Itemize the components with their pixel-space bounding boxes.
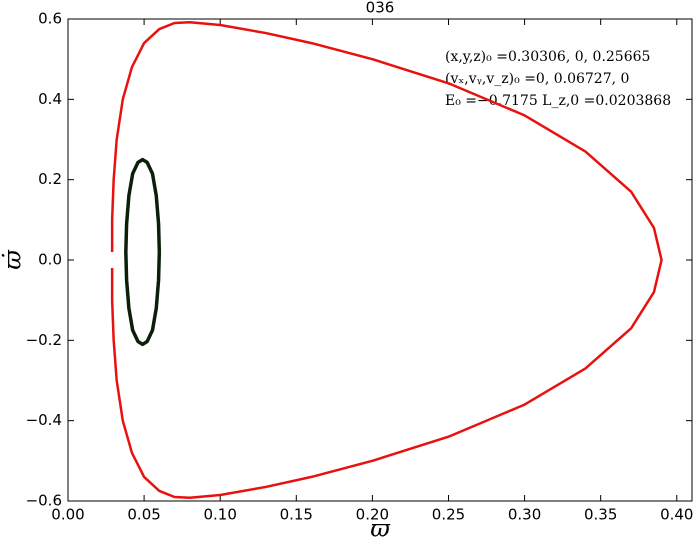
series-line (124, 157, 162, 347)
annotation: (x,y,z)₀ =0.30306, 0, 0.25665 (445, 49, 650, 65)
series-line (110, 20, 663, 500)
x-axis-label: ϖ (370, 515, 391, 539)
chart-title: 036 (366, 0, 395, 17)
y-axis-label: ϖ̇ (0, 249, 27, 270)
x-tick-label: 0.15 (280, 506, 313, 524)
y-tick-label: 0.2 (38, 170, 62, 188)
x-tick-label: 0.05 (127, 506, 160, 524)
x-tick-label: 0.10 (203, 506, 236, 524)
y-tick-label: −0.6 (26, 492, 62, 510)
y-tick-label: 0.0 (38, 251, 62, 269)
x-tick-label: 0.35 (584, 506, 617, 524)
x-tick-label: 0.30 (508, 506, 541, 524)
x-tick-label: 0.20 (356, 506, 389, 524)
annotation: (vₓ,vᵧ,v_z)₀ =0, 0.06727, 0 (445, 71, 629, 87)
y-tick-label: 0.6 (38, 10, 62, 28)
x-tick-label: 0.40 (660, 506, 693, 524)
x-tick-label: 0.00 (51, 506, 84, 524)
y-tick-label: −0.4 (26, 411, 62, 429)
x-tick-label: 0.25 (432, 506, 465, 524)
y-tick-label: −0.2 (26, 331, 62, 349)
plot-frame (67, 18, 693, 502)
y-tick-label: 0.4 (38, 90, 62, 108)
